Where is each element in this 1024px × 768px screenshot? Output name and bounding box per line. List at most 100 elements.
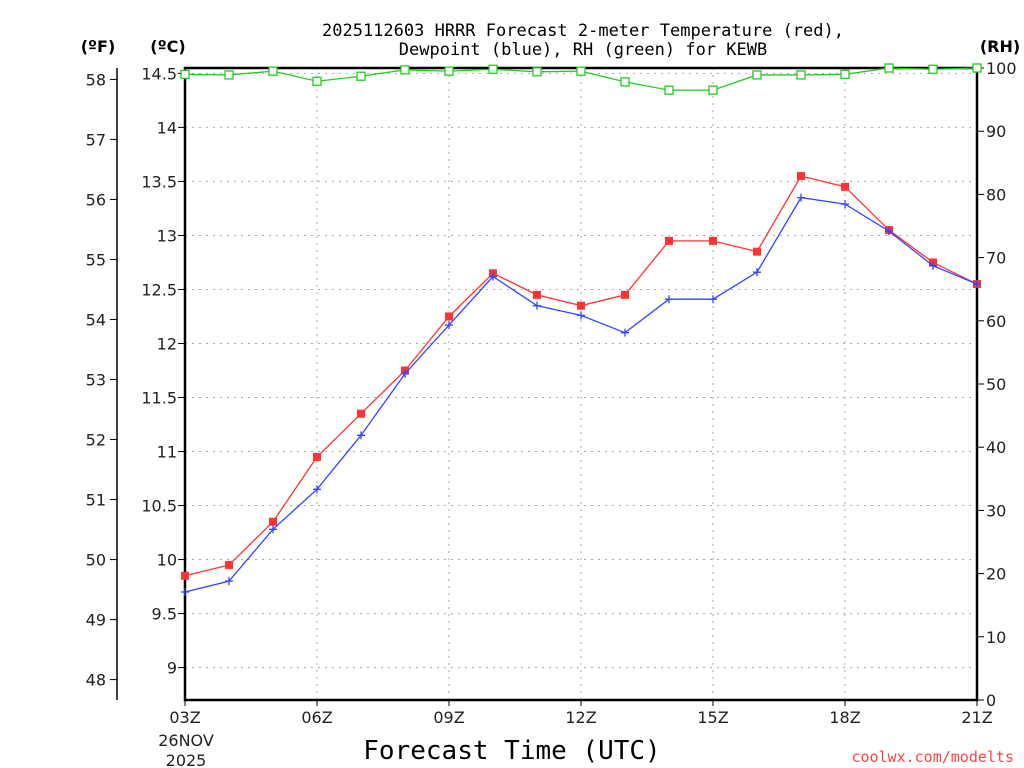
c-tick-label: 10 — [157, 551, 177, 570]
f-tick-label: 49 — [86, 611, 106, 630]
x-tick-label: 12Z — [565, 708, 596, 727]
rh-point — [532, 67, 542, 77]
c-tick-label: 13 — [157, 226, 177, 245]
x-tick-label: 15Z — [697, 708, 728, 727]
rh-point — [708, 85, 718, 95]
rh-axis-unit: (RH) — [980, 37, 1020, 56]
dewpoint-point — [181, 587, 189, 596]
rh-tick-label: 50 — [986, 375, 1006, 394]
rh-point — [620, 77, 630, 87]
rh-point — [312, 76, 322, 86]
dewpoint-point — [973, 280, 981, 289]
axes: 9 9.5 10 10.5 11 11.5 12 12.5 13 13.5 14 14.5 03Z 06Z… — [86, 59, 1017, 727]
rh-point — [180, 69, 190, 79]
temperature-point — [753, 247, 761, 256]
f-tick-label: 57 — [86, 130, 106, 149]
dewpoint-point — [577, 311, 585, 320]
rh-point — [664, 85, 674, 95]
chart-title-line1: 2025112603 HRRR Forecast 2-meter Tempera… — [322, 21, 844, 41]
temperature-point — [577, 301, 585, 310]
rh-point — [884, 63, 894, 73]
rh-tick-label: 0 — [986, 691, 996, 710]
dewpoint-point — [225, 577, 233, 586]
temperature-point — [445, 312, 453, 321]
temperature-point — [709, 236, 717, 245]
dewpoint-point — [929, 261, 937, 270]
rh-tick-label: 20 — [986, 565, 1006, 584]
grid — [185, 68, 977, 700]
c-tick-label: 10.5 — [141, 497, 177, 516]
rh-tick-label: 30 — [986, 501, 1006, 520]
rh-point — [444, 66, 454, 76]
dewpoint-point — [753, 268, 761, 277]
celsius-axis-unit: (ºC) — [150, 37, 185, 56]
temperature-point — [313, 452, 321, 461]
rh-tick-label: 90 — [986, 122, 1006, 141]
x-tick-label: 03Z — [169, 708, 200, 727]
temperature-point — [841, 182, 849, 191]
x-date-line2: 2025 — [166, 751, 207, 768]
c-tick-label: 12.5 — [141, 280, 177, 299]
dewpoint-point — [621, 328, 629, 337]
f-tick-label: 51 — [86, 491, 106, 510]
rh-point — [752, 70, 762, 80]
temperature-point — [357, 409, 365, 418]
rh-point — [972, 63, 982, 73]
rh-tick-label: 70 — [986, 249, 1006, 268]
dewpoint-point — [797, 193, 805, 202]
dewpoint-point — [357, 431, 365, 440]
c-tick-label: 12 — [157, 334, 177, 353]
f-tick-label: 48 — [86, 671, 106, 690]
temperature-point — [181, 571, 189, 580]
series — [180, 63, 982, 596]
rh-tick-label: 60 — [986, 312, 1006, 331]
dewpoint-point — [533, 301, 541, 310]
f-tick-label: 53 — [86, 370, 106, 389]
c-tick-label: 13.5 — [141, 172, 177, 191]
f-tick-label: 55 — [86, 250, 106, 269]
rh-point — [840, 69, 850, 79]
dewpoint-point — [885, 227, 893, 236]
rh-tick-label: 80 — [986, 185, 1006, 204]
f-tick-label: 58 — [86, 70, 106, 89]
c-tick-label: 14 — [157, 118, 177, 137]
temperature-line — [184, 175, 978, 577]
x-tick-label: 18Z — [829, 708, 860, 727]
rh-point — [576, 66, 586, 76]
chart-title-line2: Dewpoint (blue), RH (green) for KEWB — [399, 40, 767, 60]
c-tick-label: 11 — [157, 443, 177, 462]
rh-tick-label: 100 — [986, 59, 1017, 78]
dewpoint-point — [709, 295, 717, 304]
rh-point — [356, 71, 366, 81]
dewpoint-line — [184, 196, 978, 593]
f-tick-label: 50 — [86, 551, 106, 570]
rh-point — [224, 70, 234, 80]
dewpoint-point — [269, 525, 277, 534]
fahrenheit-axis-unit: (ºF) — [81, 37, 116, 56]
c-tick-label: 9 — [167, 659, 177, 678]
f-tick-label: 54 — [86, 310, 106, 329]
temperature-point — [269, 517, 277, 526]
c-tick-label: 9.5 — [152, 605, 177, 624]
credit-link[interactable]: coolwx.com/modelts — [851, 748, 1014, 766]
x-date-line1: 26NOV — [158, 731, 214, 750]
temperature-point — [621, 290, 629, 299]
dewpoint-point — [445, 321, 453, 330]
x-tick-label: 09Z — [433, 708, 464, 727]
x-tick-label: 06Z — [301, 708, 332, 727]
c-tick-label: 11.5 — [141, 389, 177, 408]
dewpoint-point — [401, 369, 409, 378]
dewpoint-point — [313, 485, 321, 494]
dewpoint-point — [841, 200, 849, 209]
rh-tick-label: 40 — [986, 438, 1006, 457]
temperature-point — [533, 290, 541, 299]
rh-point — [796, 70, 806, 80]
f-tick-label: 56 — [86, 190, 106, 209]
f-tick-label: 52 — [86, 431, 106, 450]
temperature-point — [797, 172, 805, 181]
temperature-point — [665, 236, 673, 245]
x-axis-label: Forecast Time (UTC) — [363, 736, 660, 766]
x-tick-label: 21Z — [961, 708, 992, 727]
dewpoint-point — [665, 295, 673, 304]
c-tick-label: 14.5 — [141, 64, 177, 83]
